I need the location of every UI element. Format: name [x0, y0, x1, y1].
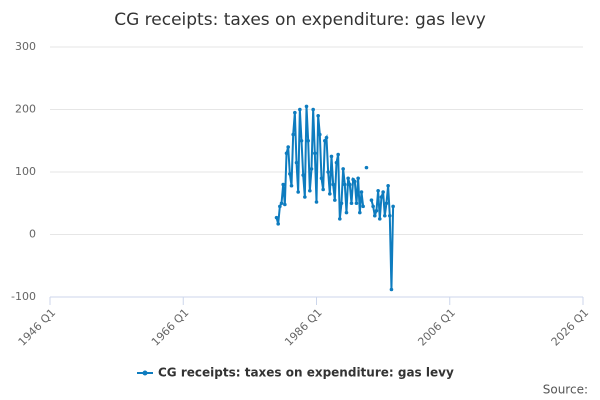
- point: [301, 173, 305, 177]
- y-tick-label: 200: [15, 103, 36, 116]
- point: [356, 176, 360, 181]
- legend-label: CG receipts: taxes on expenditure: gas l…: [158, 366, 454, 380]
- point: [382, 213, 387, 218]
- x-tick-label: 2026 Q1: [549, 306, 592, 349]
- x-tick-label: 1946 Q1: [16, 306, 59, 349]
- point: [311, 107, 315, 112]
- point: [313, 151, 317, 156]
- point: [381, 190, 385, 194]
- point: [349, 201, 354, 206]
- point: [274, 215, 279, 220]
- point: [358, 210, 362, 215]
- point: [281, 182, 285, 187]
- point: [306, 138, 310, 143]
- point: [343, 182, 347, 187]
- point: [283, 202, 287, 207]
- point: [369, 198, 374, 202]
- point: [331, 182, 335, 187]
- point: [329, 154, 334, 159]
- y-tick-label: 100: [15, 165, 36, 178]
- point: [321, 187, 325, 192]
- point: [387, 213, 392, 218]
- point: [294, 160, 299, 165]
- point: [276, 222, 280, 226]
- point: [377, 217, 382, 221]
- point: [318, 132, 322, 137]
- point: [333, 198, 337, 202]
- point: [389, 287, 394, 292]
- point: [346, 176, 350, 181]
- point: [279, 201, 284, 206]
- point: [316, 113, 320, 118]
- point: [341, 167, 345, 171]
- point: [348, 182, 352, 187]
- x-tick-label: 1966 Q1: [149, 306, 192, 349]
- point: [291, 132, 295, 137]
- point: [379, 195, 384, 199]
- point: [288, 172, 292, 176]
- point: [299, 138, 304, 143]
- point: [296, 190, 300, 194]
- point: [371, 204, 375, 209]
- point: [339, 201, 344, 206]
- source: Source:: [543, 383, 588, 397]
- point: [323, 138, 327, 143]
- point: [304, 104, 309, 109]
- point: [374, 208, 379, 213]
- point: [324, 135, 329, 140]
- chart-title: CG receipts: taxes on expenditure: gas l…: [114, 10, 486, 30]
- point: [308, 188, 312, 193]
- point: [326, 170, 330, 174]
- point: [286, 145, 290, 149]
- y-tick-label: 300: [15, 40, 36, 53]
- point: [278, 204, 282, 209]
- y-tick-label: 0: [29, 228, 36, 241]
- point: [386, 183, 390, 188]
- x-tick-label: 1986 Q1: [282, 306, 325, 349]
- y-tick-label: -100: [11, 290, 36, 303]
- point: [319, 176, 324, 181]
- point: [364, 165, 369, 170]
- point: [354, 201, 359, 206]
- series-line: [275, 106, 365, 225]
- point: [293, 110, 297, 115]
- point: [344, 210, 349, 215]
- point: [334, 160, 339, 165]
- point: [361, 204, 365, 209]
- x-tick-label: 2006 Q1: [415, 306, 458, 349]
- series-line: [370, 185, 395, 290]
- point: [289, 183, 294, 188]
- point: [372, 213, 377, 218]
- point: [298, 107, 302, 112]
- point: [284, 151, 289, 156]
- point: [353, 179, 357, 184]
- point: [309, 167, 314, 171]
- point: [328, 192, 332, 196]
- point: [384, 201, 389, 206]
- point: [391, 204, 395, 209]
- point: [376, 188, 380, 193]
- point: [303, 195, 307, 199]
- point: [359, 190, 364, 194]
- legend-marker: [142, 370, 148, 376]
- point: [338, 217, 342, 221]
- point: [314, 200, 319, 204]
- point: [336, 152, 340, 157]
